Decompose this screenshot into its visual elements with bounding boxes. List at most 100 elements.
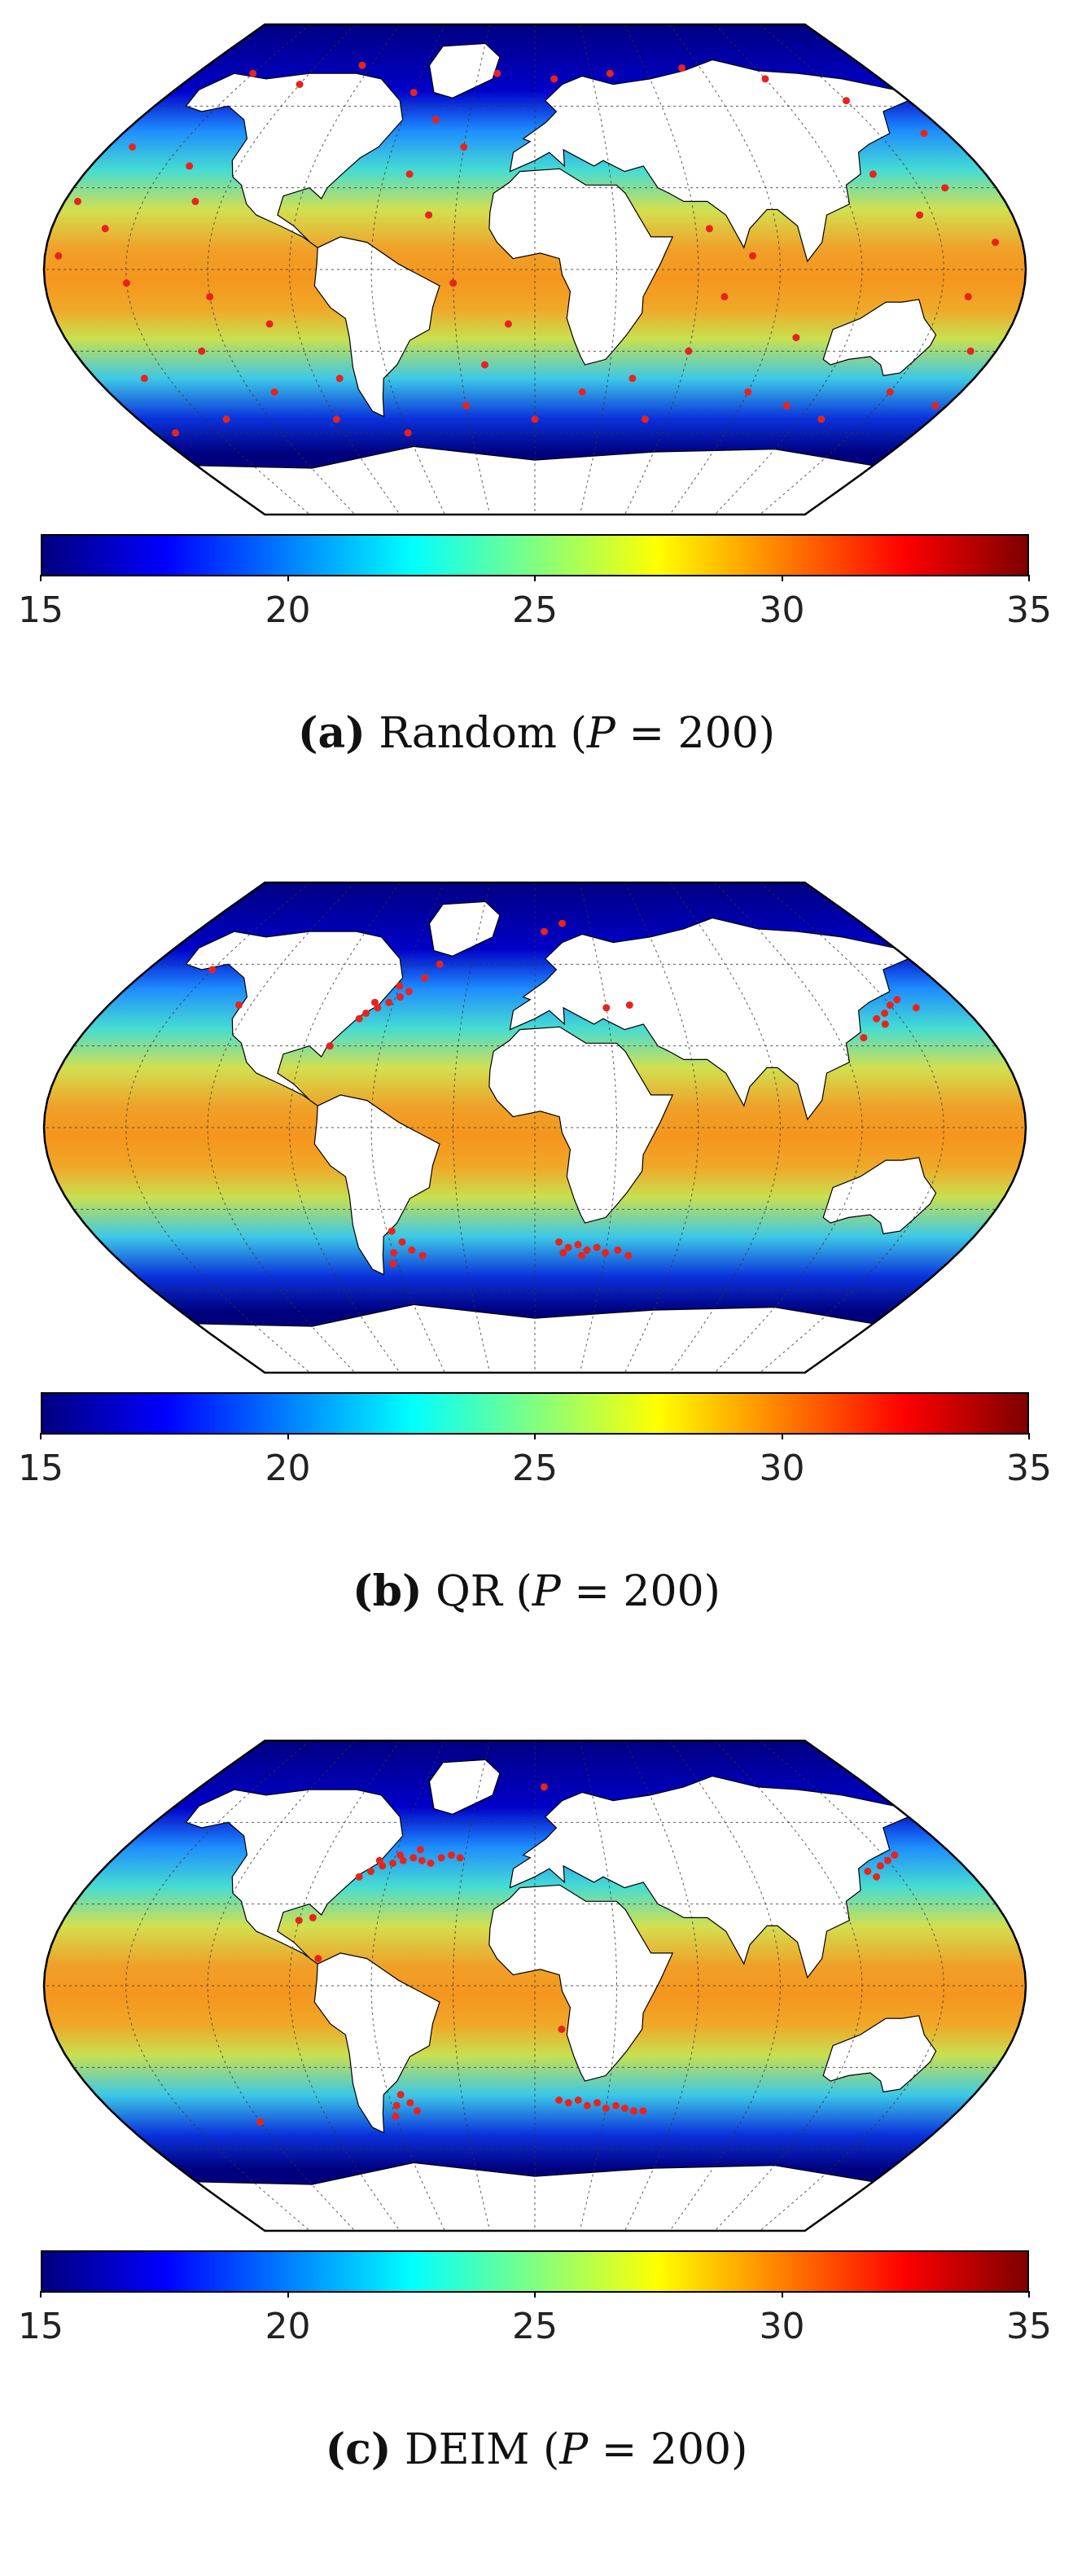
graticule-meridian bbox=[207, 883, 356, 1373]
sensor-point bbox=[912, 1004, 920, 1012]
sensor-point bbox=[920, 129, 928, 138]
sensor-point bbox=[864, 1868, 872, 1875]
sensor-point bbox=[541, 927, 548, 935]
sensor-point bbox=[574, 1241, 582, 1249]
sensor-point bbox=[678, 64, 686, 72]
sst-map bbox=[42, 881, 1027, 1374]
sensor-point bbox=[641, 415, 649, 423]
sensor-point bbox=[198, 347, 206, 355]
sensor-point bbox=[916, 211, 924, 219]
sensor-point bbox=[574, 2096, 582, 2104]
graticule-meridian bbox=[624, 883, 699, 1373]
graticule-meridian bbox=[207, 24, 356, 515]
sensor-point bbox=[782, 401, 791, 410]
sensor-point bbox=[371, 998, 379, 1006]
graticule-meridian bbox=[125, 1741, 310, 2231]
sensor-point bbox=[964, 292, 972, 300]
sensor-point bbox=[186, 162, 194, 170]
colorbar-tick-label: 30 bbox=[759, 2306, 805, 2347]
sensor-point bbox=[389, 1260, 397, 1268]
sensor-point bbox=[409, 89, 418, 97]
sensor-point bbox=[436, 960, 444, 968]
sensor-point bbox=[602, 2105, 610, 2112]
colorbar-tick bbox=[40, 575, 42, 581]
colorbar-tick-label: 20 bbox=[265, 589, 311, 631]
graticule-meridian bbox=[624, 1741, 699, 2231]
land-eurasia bbox=[509, 917, 910, 1121]
sensor-point bbox=[966, 347, 974, 355]
sensor-point bbox=[355, 1873, 363, 1881]
land-greenland bbox=[428, 900, 501, 957]
colorbar-ticks bbox=[40, 575, 1030, 583]
sensor-point bbox=[873, 1873, 881, 1881]
sensor-point bbox=[685, 347, 693, 355]
subfigure-caption: (b) QR (P = 200) bbox=[353, 1566, 720, 1616]
colorbar-tick-label: 20 bbox=[265, 2306, 311, 2347]
sensor-point bbox=[122, 279, 130, 287]
colorbar-tick bbox=[781, 2291, 783, 2298]
sensor-point bbox=[437, 1854, 445, 1862]
sensor-point bbox=[559, 1249, 567, 1257]
sensor-point bbox=[427, 1860, 435, 1867]
graticule-meridian bbox=[624, 24, 699, 515]
colorbar-tick bbox=[534, 1433, 536, 1439]
sensor-point bbox=[705, 225, 713, 233]
sensor-point bbox=[295, 1917, 303, 1925]
sensor-point bbox=[460, 143, 468, 151]
caption-value: = 200) bbox=[628, 709, 776, 758]
sensor-point bbox=[612, 2101, 620, 2109]
sensor-point bbox=[129, 143, 137, 151]
sensor-point bbox=[583, 2101, 591, 2109]
sensor-point bbox=[578, 388, 586, 396]
sensor-point bbox=[74, 197, 81, 205]
sensor-point bbox=[881, 1020, 889, 1028]
colorbar-tick-label: 25 bbox=[512, 2306, 558, 2347]
land-south-america bbox=[313, 236, 440, 418]
colorbar-tick-label: 25 bbox=[512, 589, 558, 631]
sensor-point bbox=[390, 1249, 398, 1257]
sensor-point bbox=[234, 1001, 243, 1009]
sensor-point bbox=[792, 334, 800, 342]
caption-label: (b) bbox=[353, 1566, 423, 1616]
sensor-point bbox=[577, 1251, 585, 1260]
graticule-meridian bbox=[669, 24, 782, 515]
land-australia bbox=[822, 2015, 937, 2093]
graticule-meridian bbox=[714, 1741, 863, 2231]
colorbar-tick bbox=[287, 2291, 289, 2298]
sensor-point bbox=[398, 1238, 406, 1246]
graticule-meridian bbox=[288, 883, 401, 1373]
colorbar bbox=[41, 534, 1029, 576]
sensor-point bbox=[761, 75, 769, 83]
colorbar-tick bbox=[287, 575, 289, 581]
sensor-point bbox=[625, 1001, 633, 1009]
sensor-point bbox=[873, 1014, 881, 1023]
sensor-point bbox=[367, 1868, 374, 1875]
sensor-point bbox=[893, 996, 901, 1004]
sensor-point bbox=[869, 170, 877, 178]
sensor-point bbox=[414, 2107, 421, 2115]
subfigure-caption: (c) DEIM (P = 200) bbox=[325, 2425, 748, 2474]
land-africa bbox=[488, 168, 674, 366]
graticule-meridian bbox=[370, 24, 445, 515]
sensor-point bbox=[421, 974, 429, 982]
sensor-point bbox=[449, 279, 458, 287]
graticule-meridian bbox=[370, 883, 445, 1373]
caption-method: QR bbox=[436, 1567, 502, 1616]
graticule-meridian bbox=[125, 883, 310, 1373]
sensor-point bbox=[249, 69, 257, 77]
sensor-point bbox=[817, 415, 826, 423]
panel-random: (a) Random (P = 200) 15 20 25 30 35 bbox=[0, 0, 1073, 858]
sensor-point bbox=[884, 1856, 891, 1864]
sensor-point bbox=[992, 239, 1000, 247]
sensor-point bbox=[886, 1001, 894, 1009]
land-eurasia bbox=[509, 1775, 910, 1979]
sensor-point bbox=[358, 61, 366, 69]
map-outline bbox=[42, 881, 1027, 1374]
sensor-point bbox=[628, 375, 637, 383]
panel-qr: (b) QR (P = 200) 15 20 25 30 35 bbox=[0, 858, 1073, 1716]
sensor-point bbox=[405, 170, 414, 178]
sensor-point bbox=[558, 919, 566, 927]
sensor-point bbox=[564, 1243, 572, 1251]
sensor-point bbox=[208, 966, 217, 974]
caption-method: DEIM bbox=[404, 2425, 530, 2474]
